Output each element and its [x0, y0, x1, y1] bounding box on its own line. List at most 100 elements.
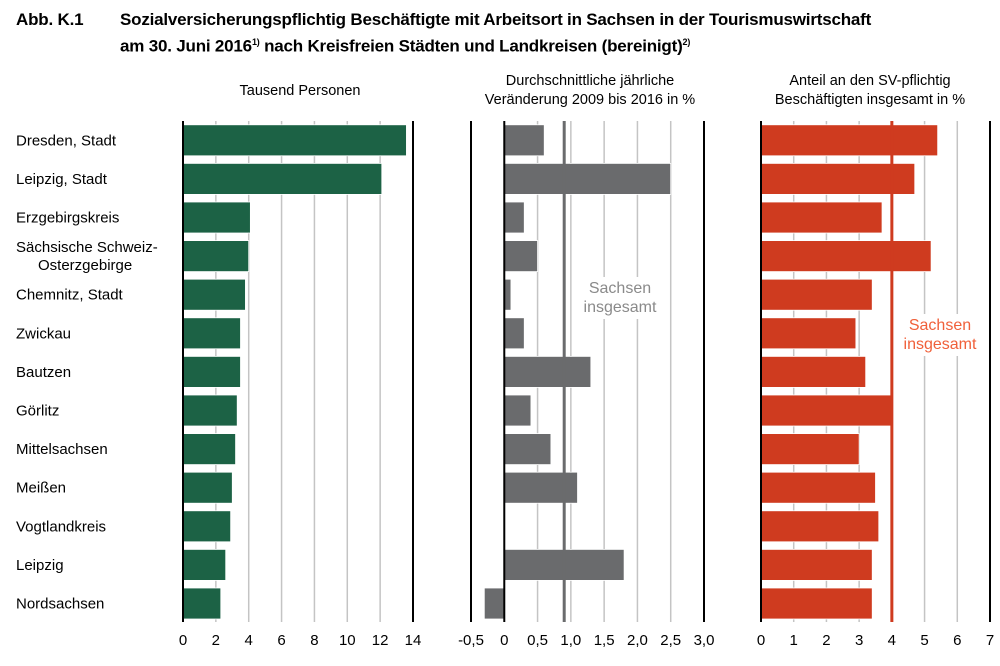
bar-erzgebirgskreis — [760, 201, 883, 234]
tick-label: 6 — [277, 632, 285, 649]
category-label: Zwickau — [16, 325, 71, 342]
tick-label: 2,0 — [627, 632, 648, 649]
footnote-2: 2) — [682, 37, 691, 47]
category-label-line: Görlitz — [16, 403, 59, 420]
reference-label-line: insgesamt — [904, 336, 977, 353]
category-label: Vogtlandkreis — [16, 518, 106, 535]
bar-görlitz — [182, 394, 238, 427]
panel-1-title: Tausend Personen — [239, 83, 361, 99]
tick-label: 0 — [500, 632, 508, 649]
bar-görlitz — [760, 394, 893, 427]
category-label-line: Erzgebirgskreis — [16, 210, 119, 227]
bar-leipzig,-stadt — [760, 162, 916, 195]
panel-3-title: Anteil an den SV-pflichtig Beschäftigten… — [774, 73, 966, 108]
bar-bautzen — [503, 355, 592, 388]
bar-dresden,-stadt — [760, 124, 939, 157]
panel-2-title: Durchschnittliche jährliche Veränderung … — [484, 73, 696, 108]
tick-label: 4 — [245, 632, 253, 649]
bar-meißen — [182, 471, 233, 504]
bar-leipzig — [182, 549, 227, 581]
tick-label: 2 — [212, 632, 220, 649]
bar-vogtlandkreis — [760, 510, 880, 543]
tick-label: 8 — [310, 632, 318, 649]
category-label: Meißen — [16, 480, 66, 497]
category-label: Sächsische Schweiz-Osterzgebirge — [16, 239, 158, 274]
reference-label-bg — [580, 277, 660, 319]
category-label-line: Zwickau — [16, 325, 71, 342]
category-label: Dresden, Stadt — [16, 132, 117, 149]
category-label: Leipzig — [16, 557, 64, 574]
bar-leipzig,-stadt — [182, 162, 383, 195]
tick-label: 10 — [339, 632, 356, 649]
reference-label-line: Sachsen — [589, 280, 651, 297]
category-label: Bautzen — [16, 364, 71, 381]
bar-zwickau — [182, 317, 241, 350]
category-label-line: Chemnitz, Stadt — [16, 287, 124, 304]
bar-vogtlandkreis — [182, 510, 232, 543]
footnote-1: 1) — [251, 37, 260, 47]
bar-dresden,-stadt — [503, 124, 545, 157]
category-label-line: Dresden, Stadt — [16, 132, 117, 149]
category-label: Leipzig, Stadt — [16, 171, 108, 188]
bar-görlitz — [503, 394, 532, 427]
tick-label: 1 — [790, 632, 798, 649]
bar-dresden,-stadt — [182, 124, 407, 157]
bar-zwickau — [503, 317, 525, 350]
tick-label: 5 — [920, 632, 928, 649]
bar-nordsachsen — [760, 587, 873, 620]
category-label-line: Osterzgebirge — [38, 257, 132, 274]
tick-label: 2 — [822, 632, 830, 649]
bar-chemnitz,-stadt — [182, 278, 246, 311]
title-line-2b: nach Kreisfreien Städten und Landkreisen… — [259, 36, 683, 56]
reference-label-line: insgesamt — [584, 299, 657, 316]
bar-meißen — [760, 471, 876, 504]
category-label: Mittelsachsen — [16, 441, 108, 458]
category-label: Nordsachsen — [16, 596, 104, 613]
bar-sächsische-schweiz--osterzgebirge — [760, 240, 932, 273]
category-label-line: Bautzen — [16, 364, 71, 381]
bar-leipzig,-stadt — [503, 162, 672, 195]
reference-label: Sachsen insgesamt — [584, 280, 657, 316]
category-label: Görlitz — [16, 403, 59, 420]
tick-label: 0 — [179, 632, 187, 649]
tick-label: 1,5 — [594, 632, 615, 649]
reference-label-line: Sachsen — [909, 317, 971, 334]
bar-zwickau — [760, 317, 857, 350]
tick-label: 3,0 — [694, 632, 715, 649]
reference-label-bg — [900, 314, 980, 356]
bar-mittelsachsen — [182, 433, 236, 466]
bar-mittelsachsen — [760, 433, 860, 466]
bar-mittelsachsen — [503, 433, 552, 466]
category-label: Chemnitz, Stadt — [16, 287, 124, 304]
tick-label: 3 — [855, 632, 863, 649]
tick-label: -0,5 — [458, 632, 484, 649]
tick-label: 6 — [953, 632, 961, 649]
bar-erzgebirgskreis — [182, 201, 251, 234]
bar-bautzen — [760, 355, 867, 388]
bar-leipzig — [760, 549, 873, 581]
bar-sächsische-schweiz--osterzgebirge — [182, 240, 250, 273]
figure-number: Abb. K.1 — [16, 10, 84, 29]
category-label-line: Nordsachsen — [16, 596, 104, 613]
tick-label: 14 — [405, 632, 422, 649]
bar-chemnitz,-stadt — [760, 278, 873, 311]
bar-nordsachsen — [182, 587, 222, 620]
tick-label: 4 — [888, 632, 896, 649]
tick-label: 1,0 — [560, 632, 581, 649]
title-line-2a: am 30. Juni 2016 — [120, 36, 252, 56]
tick-label: 12 — [372, 632, 389, 649]
title-line-1: Sozialversicherungspflichtig Beschäftigt… — [120, 10, 872, 29]
category-label-line: Vogtlandkreis — [16, 518, 106, 535]
chart-title: Abb. K.1 Sozialversicherungspflichtig Bes… — [16, 8, 871, 58]
tick-label: 0 — [757, 632, 765, 649]
bar-nordsachsen — [483, 587, 505, 620]
bar-erzgebirgskreis — [503, 201, 525, 234]
category-label-line: Leipzig — [16, 557, 64, 574]
bar-bautzen — [182, 355, 241, 388]
bar-meißen — [503, 471, 578, 504]
category-label-line: Leipzig, Stadt — [16, 171, 108, 188]
category-label-line: Mittelsachsen — [16, 441, 108, 458]
category-label-line: Meißen — [16, 480, 66, 497]
reference-label: Sachsen insgesamt — [904, 317, 977, 353]
